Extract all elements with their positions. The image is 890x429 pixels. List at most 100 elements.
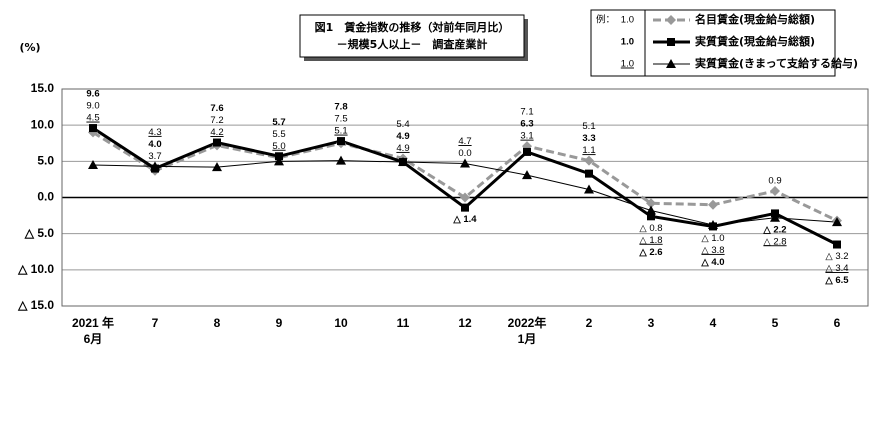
y-tick-label: 0.0 xyxy=(37,190,54,204)
value-label: 7.1 xyxy=(520,107,533,118)
x-tick-label: 6 xyxy=(834,316,841,330)
marker xyxy=(833,240,841,249)
marker xyxy=(150,161,160,171)
value-label: 3.3 xyxy=(582,133,595,144)
value-label: △ 2.2 xyxy=(762,224,786,235)
plot-border xyxy=(61,88,869,307)
value-label: △ 3.2 xyxy=(825,251,848,262)
marker xyxy=(585,169,593,178)
marker xyxy=(336,155,346,165)
value-label: △ 3.4 xyxy=(825,263,848,274)
marker xyxy=(667,38,675,46)
value-label: 6.3 xyxy=(520,119,533,130)
value-label: △ 4.0 xyxy=(700,257,724,268)
marker xyxy=(88,127,98,138)
marker xyxy=(523,147,531,156)
legend-label: 実質賃金(きまって支給する給与) xyxy=(695,56,858,70)
title-box xyxy=(299,14,525,58)
x-tick-label: 2 xyxy=(586,316,593,330)
x-tick-label: 12 xyxy=(458,316,472,330)
value-label: 5.4 xyxy=(396,119,409,130)
legend-sample: 1.0 xyxy=(621,37,634,48)
x-tick-label: 3 xyxy=(648,316,655,330)
marker xyxy=(770,212,780,222)
value-label: 4.7 xyxy=(458,136,471,147)
value-label: 4.0 xyxy=(148,139,161,150)
value-label: △ 1.0 xyxy=(701,233,724,244)
x-tick-label: 2022年 xyxy=(508,315,547,330)
marker xyxy=(460,158,470,168)
x-tick-label: 7 xyxy=(152,316,159,330)
value-label: △ 0.8 xyxy=(639,223,662,234)
legend-sample: 1.0 xyxy=(621,59,634,70)
marker xyxy=(213,138,221,147)
marker xyxy=(584,184,594,194)
value-label: 5.1 xyxy=(582,121,595,132)
value-label: 4.9 xyxy=(396,131,409,142)
marker xyxy=(647,212,655,221)
value-label: △ 2.8 xyxy=(763,236,786,247)
value-label: 7.2 xyxy=(210,115,223,126)
value-label: △ 1.4 xyxy=(452,214,477,225)
value-label: 5.0 xyxy=(272,141,285,152)
legend-label: 名目賃金(現金給与総額) xyxy=(695,12,815,26)
x-tick-label: 4 xyxy=(710,316,717,330)
marker xyxy=(212,162,222,172)
x-tick-label: 6月 xyxy=(84,332,103,346)
marker xyxy=(708,199,718,210)
marker xyxy=(708,219,718,229)
value-label: △ 1.8 xyxy=(639,235,662,246)
value-label: 9.6 xyxy=(86,89,99,100)
marker xyxy=(275,152,283,161)
value-label: 5.5 xyxy=(272,129,285,140)
x-tick-label: 1月 xyxy=(518,332,537,346)
y-tick-label: 5.0 xyxy=(37,154,54,168)
value-label: 1.1 xyxy=(582,145,595,156)
legend-prefix: 例： xyxy=(596,14,615,26)
x-tick-label: 2021 年 xyxy=(72,315,114,330)
marker xyxy=(832,217,842,227)
marker xyxy=(770,185,780,196)
value-label: 7.8 xyxy=(334,102,347,113)
x-tick-label: 11 xyxy=(397,316,410,330)
value-label: 3.7 xyxy=(148,151,161,162)
marker xyxy=(460,192,470,203)
x-tick-label: 10 xyxy=(334,316,348,330)
marker xyxy=(398,157,408,167)
value-label: 4.2 xyxy=(210,127,223,138)
marker xyxy=(89,124,97,133)
chart-title: 図1 賃金指数の推移（対前年同月比） xyxy=(315,20,510,34)
value-label: 4.3 xyxy=(148,127,161,138)
marker xyxy=(461,203,469,212)
y-tick-label: △ 10.0 xyxy=(17,262,54,276)
value-label: 9.0 xyxy=(86,101,99,112)
value-label: △ 3.8 xyxy=(701,245,724,256)
marker xyxy=(522,170,532,180)
marker xyxy=(666,15,676,25)
value-label: 5.7 xyxy=(272,117,285,128)
value-label: 7.6 xyxy=(210,103,223,114)
marker xyxy=(337,137,345,146)
marker xyxy=(88,159,98,169)
y-tick-label: 15.0 xyxy=(31,81,55,95)
value-label: 0.0 xyxy=(458,148,471,159)
value-label: 3.1 xyxy=(520,131,533,142)
value-label: 4.5 xyxy=(86,113,99,124)
legend-label: 実質賃金(現金給与総額) xyxy=(695,34,815,48)
value-label: 7.5 xyxy=(334,114,347,125)
y-tick-label: 10.0 xyxy=(31,117,55,131)
marker xyxy=(646,198,656,209)
legend-sample: 1.0 xyxy=(621,15,634,26)
y-tick-label: △ 5.0 xyxy=(24,226,55,240)
marker xyxy=(666,59,676,68)
x-tick-label: 9 xyxy=(276,316,283,330)
legend-box xyxy=(590,9,836,77)
marker xyxy=(584,155,594,166)
value-label: △ 2.6 xyxy=(638,247,662,258)
value-label: 4.9 xyxy=(396,143,409,154)
y-tick-label: △ 15.0 xyxy=(17,298,54,312)
marker xyxy=(646,205,656,215)
marker xyxy=(274,156,284,166)
chart-subtitle: －規模5人以上－ 調査産業計 xyxy=(337,37,488,51)
